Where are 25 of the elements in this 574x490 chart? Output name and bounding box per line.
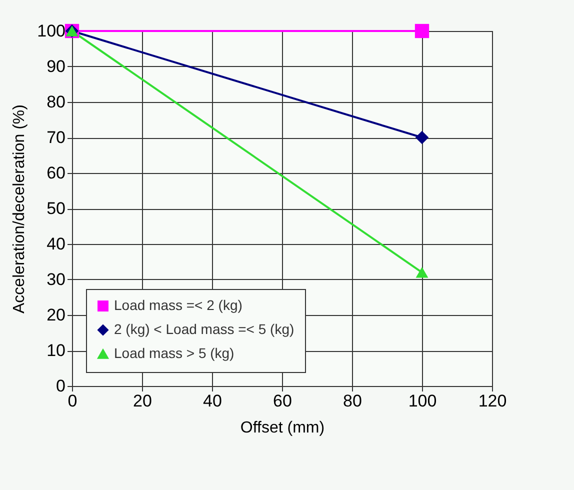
x-axis-title: Offset (mm) bbox=[240, 420, 325, 436]
x-tick-label: 0 bbox=[68, 392, 78, 410]
y-tick-label: 60 bbox=[46, 164, 66, 182]
y-tick-label: 70 bbox=[46, 128, 66, 147]
legend-label: Load mass =< 2 (kg) bbox=[114, 297, 242, 313]
point bbox=[415, 130, 429, 144]
y-tick-label: 90 bbox=[46, 57, 66, 76]
point bbox=[414, 24, 430, 38]
legend-label: 2 (kg) < Load mass =< 5 (kg) bbox=[114, 321, 294, 337]
x-tick-label: 40 bbox=[203, 392, 222, 410]
x-tick-label: 120 bbox=[478, 392, 507, 410]
y-tick-label: 0 bbox=[56, 376, 66, 396]
y-axis-title: Acceleration/deceleration (%) bbox=[11, 104, 28, 314]
legend-label: Load mass > 5 (kg) bbox=[114, 345, 234, 361]
y-tick-label: 10 bbox=[46, 341, 66, 360]
y-tick-label: 100 bbox=[37, 22, 66, 40]
y-tick-label: 20 bbox=[46, 306, 66, 324]
y-tick-label: 40 bbox=[46, 234, 66, 254]
y-tick-label: 30 bbox=[46, 270, 66, 289]
x-tick-label: 20 bbox=[133, 392, 152, 410]
x-tick-label: 80 bbox=[343, 392, 362, 410]
y-tick-label: 50 bbox=[46, 199, 66, 218]
x-tick-label: 60 bbox=[273, 392, 292, 410]
x-tick-label: 100 bbox=[408, 392, 437, 410]
y-tick-label: 80 bbox=[46, 92, 66, 112]
